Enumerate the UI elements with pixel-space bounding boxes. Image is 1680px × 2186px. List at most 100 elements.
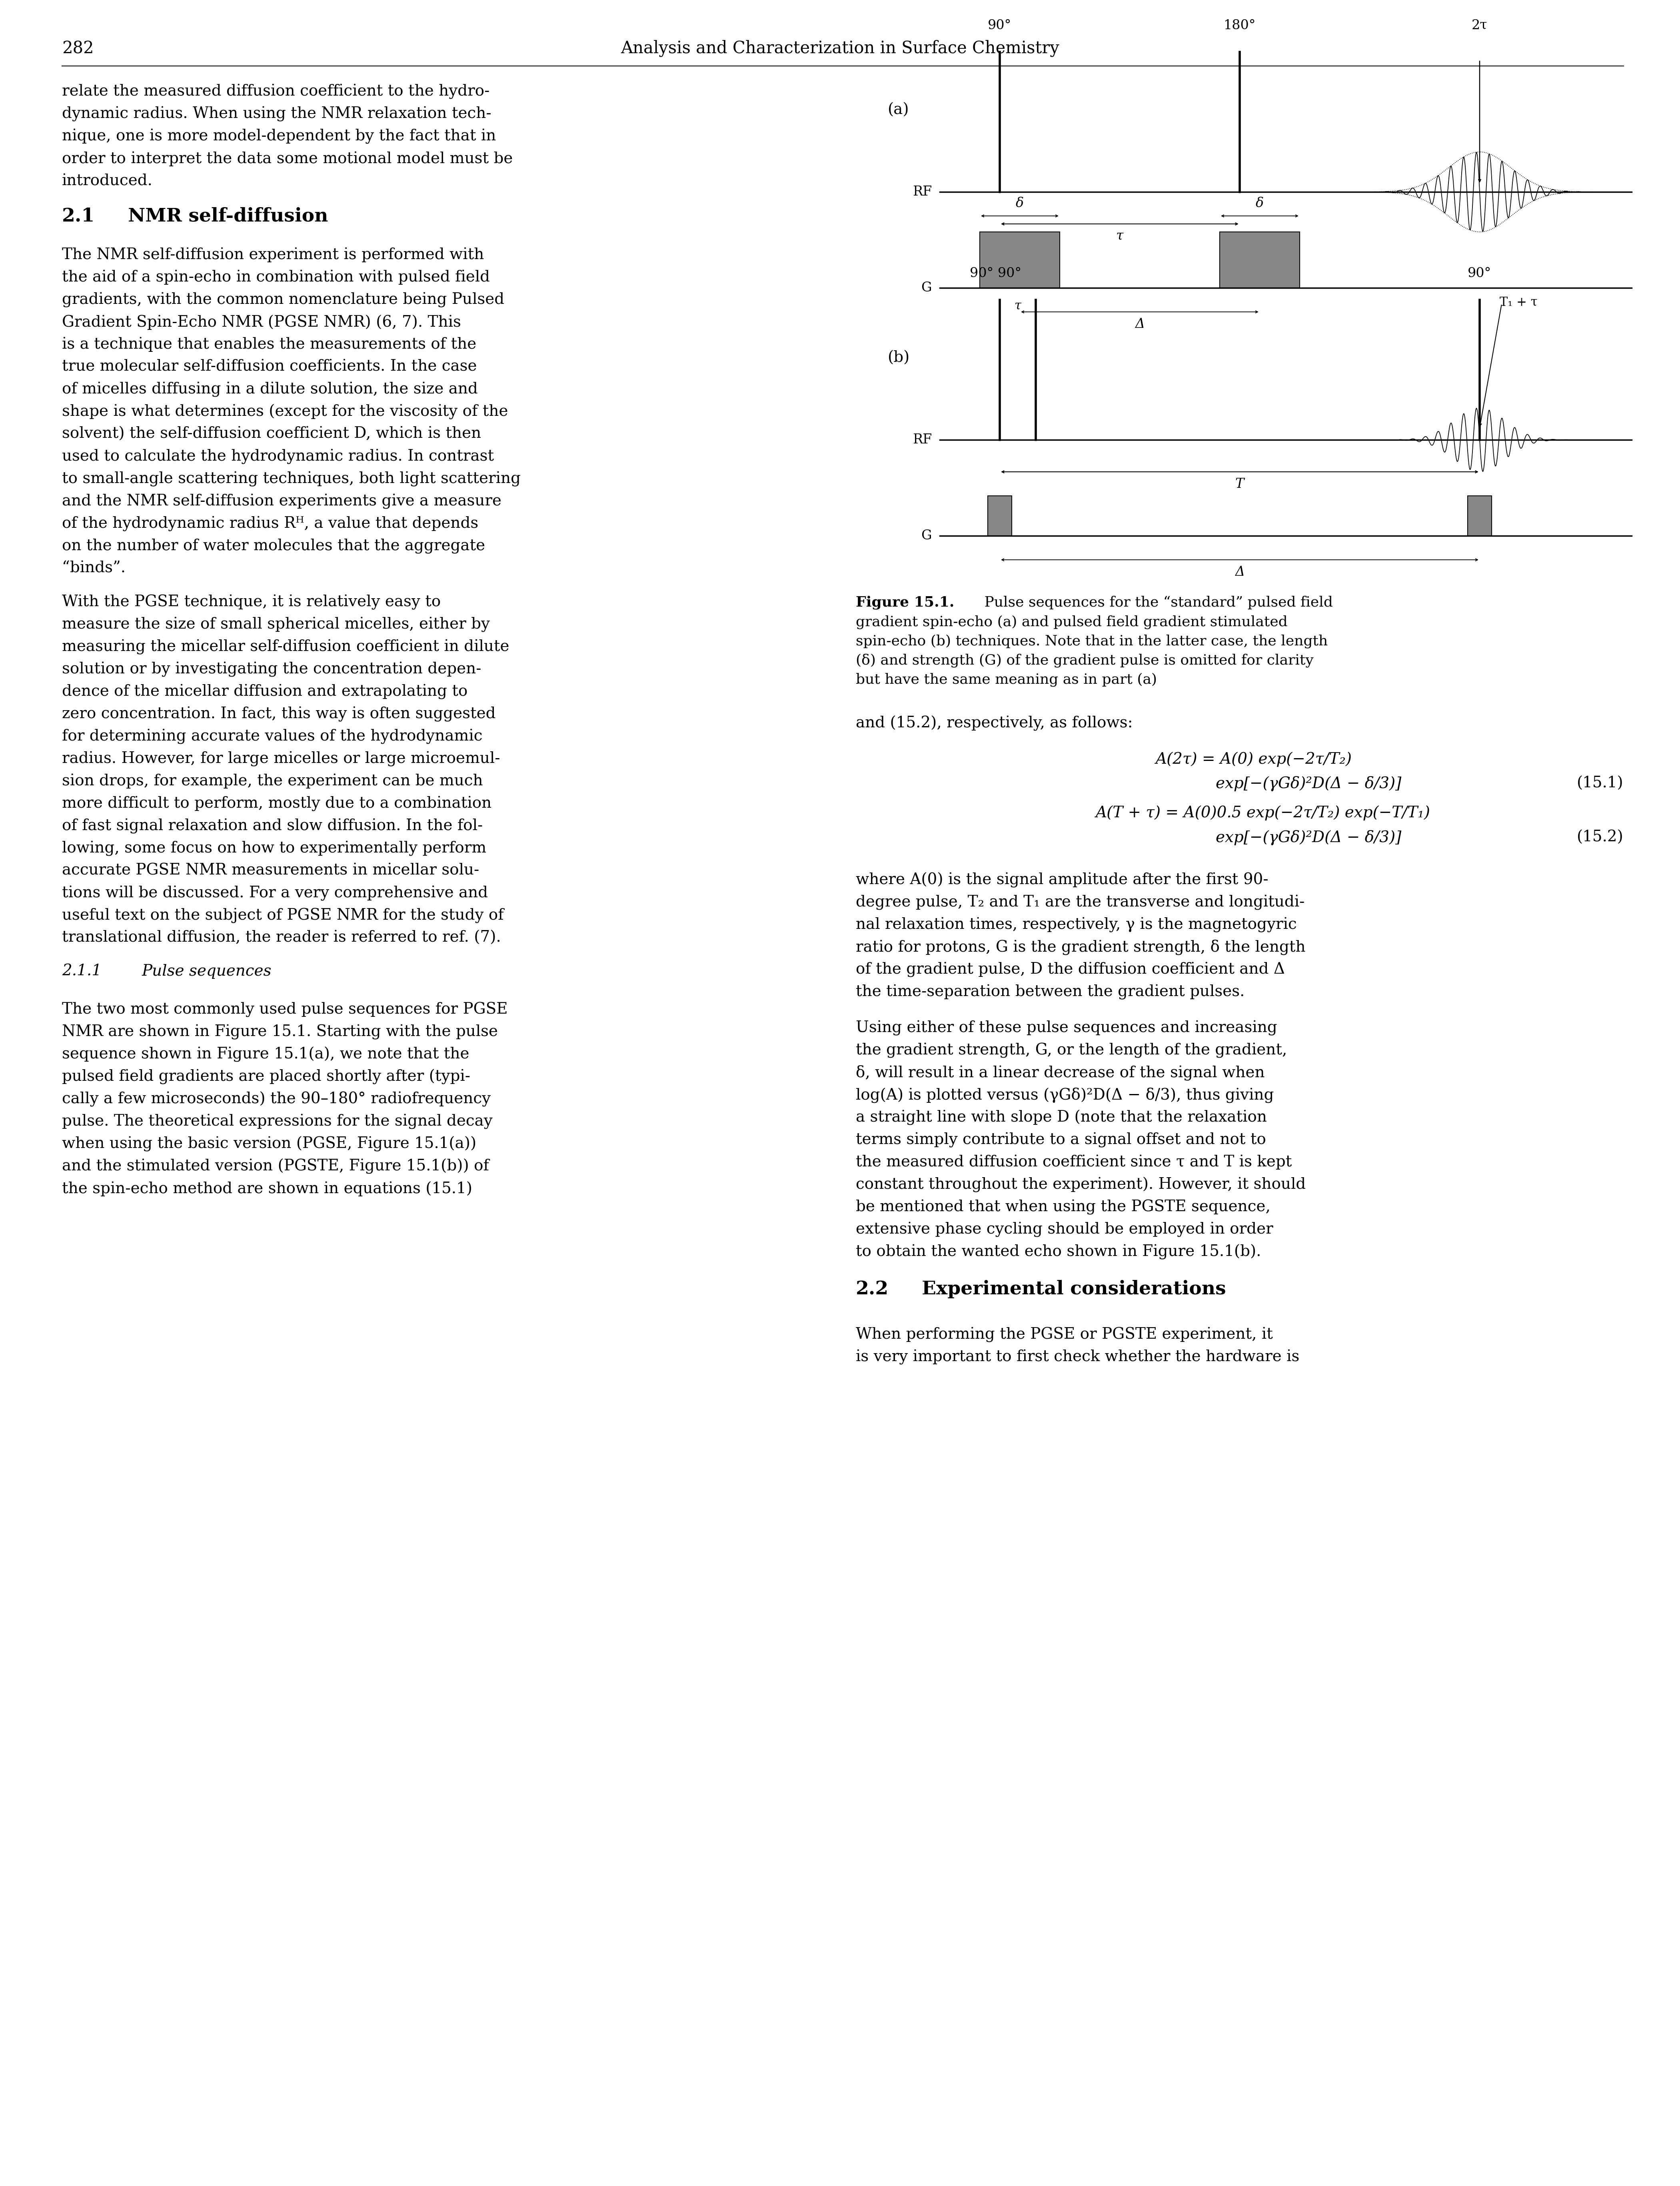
Text: τ: τ [1116,230,1124,243]
Text: solvent) the self-diffusion coefficient D, which is then: solvent) the self-diffusion coefficient … [62,426,480,442]
Text: δ, will result in a linear decrease of the signal when: δ, will result in a linear decrease of t… [855,1065,1265,1080]
Text: nal relaxation times, respectively, γ is the magnetogyric: nal relaxation times, respectively, γ is… [855,918,1297,933]
Text: 2.1: 2.1 [62,208,96,225]
Text: of micelles diffusing in a dilute solution, the size and: of micelles diffusing in a dilute soluti… [62,383,477,398]
Text: accurate PGSE NMR measurements in micellar solu-: accurate PGSE NMR measurements in micell… [62,863,479,879]
Text: 90° 90°: 90° 90° [969,267,1021,280]
Text: pulsed field gradients are placed shortly after (typi-: pulsed field gradients are placed shortl… [62,1069,470,1084]
Text: The two most commonly used pulse sequences for PGSE: The two most commonly used pulse sequenc… [62,1001,507,1016]
Text: is a technique that enables the measurements of the: is a technique that enables the measurem… [62,337,477,352]
Text: extensive phase cycling should be employed in order: extensive phase cycling should be employ… [855,1222,1273,1237]
Text: order to interpret the data some motional model must be: order to interpret the data some motiona… [62,151,512,166]
Text: (a): (a) [887,103,909,118]
Text: δ: δ [1016,197,1023,210]
Text: Using either of these pulse sequences and increasing: Using either of these pulse sequences an… [855,1021,1277,1036]
Text: terms simply contribute to a signal offset and not to: terms simply contribute to a signal offs… [855,1132,1267,1148]
Text: G: G [921,529,932,542]
Text: cally a few microseconds) the 90–180° radiofrequency: cally a few microseconds) the 90–180° ra… [62,1091,491,1106]
Text: Δ: Δ [1235,566,1245,579]
Text: log(A) is plotted versus (γGδ)²D(Δ − δ/3), thus giving: log(A) is plotted versus (γGδ)²D(Δ − δ/3… [855,1086,1273,1102]
Text: spin-echo (b) techniques. Note that in the latter case, the length: spin-echo (b) techniques. Note that in t… [855,634,1327,647]
Text: more difficult to perform, mostly due to a combination: more difficult to perform, mostly due to… [62,796,492,811]
Bar [988,496,1011,536]
Text: of the hydrodynamic radius Rᴴ, a value that depends: of the hydrodynamic radius Rᴴ, a value t… [62,516,479,531]
Text: dence of the micellar diffusion and extrapolating to: dence of the micellar diffusion and extr… [62,684,467,700]
Text: When performing the PGSE or PGSTE experiment, it: When performing the PGSE or PGSTE experi… [855,1327,1273,1342]
Text: measure the size of small spherical micelles, either by: measure the size of small spherical mice… [62,616,491,632]
Text: 180°: 180° [1223,20,1257,33]
Text: of fast signal relaxation and slow diffusion. In the fol-: of fast signal relaxation and slow diffu… [62,818,482,833]
Text: A(T + τ) = A(0)0.5 exp(−2τ/T₂) exp(−T/T₁): A(T + τ) = A(0)0.5 exp(−2τ/T₂) exp(−T/T₁… [1095,804,1430,820]
Text: “binds”.: “binds”. [62,562,126,575]
Text: lowing, some focus on how to experimentally perform: lowing, some focus on how to experimenta… [62,842,487,857]
Text: (b): (b) [887,350,911,365]
Text: (δ) and strength (G) of the gradient pulse is omitted for clarity: (δ) and strength (G) of the gradient pul… [855,654,1314,667]
Text: the gradient strength, G, or the length of the gradient,: the gradient strength, G, or the length … [855,1043,1287,1058]
Text: 2.2: 2.2 [855,1281,889,1298]
Text: 2τ: 2τ [1472,20,1487,33]
Text: T: T [1235,479,1245,490]
Bar [1220,232,1300,289]
Text: (15.1): (15.1) [1578,776,1623,791]
Text: zero concentration. In fact, this way is often suggested: zero concentration. In fact, this way is… [62,706,496,721]
Text: NMR are shown in Figure 15.1. Starting with the pulse: NMR are shown in Figure 15.1. Starting w… [62,1025,497,1041]
Text: A(2τ) = A(0) exp(−2τ/T₂): A(2τ) = A(0) exp(−2τ/T₂) [1156,752,1352,767]
Text: NMR self-diffusion: NMR self-diffusion [128,208,328,225]
Text: Experimental considerations: Experimental considerations [922,1281,1226,1298]
Text: on the number of water molecules that the aggregate: on the number of water molecules that th… [62,538,486,553]
Text: nique, one is more model-dependent by the fact that in: nique, one is more model-dependent by th… [62,129,496,144]
Text: measuring the micellar self-diffusion coefficient in dilute: measuring the micellar self-diffusion co… [62,638,509,654]
Text: G: G [921,282,932,295]
Text: sion drops, for example, the experiment can be much: sion drops, for example, the experiment … [62,774,482,789]
Text: radius. However, for large micelles or large microemul-: radius. However, for large micelles or l… [62,752,501,767]
Text: solution or by investigating the concentration depen-: solution or by investigating the concent… [62,662,480,678]
Text: where A(0) is the signal amplitude after the first 90-: where A(0) is the signal amplitude after… [855,872,1268,888]
Text: constant throughout the experiment). However, it should: constant throughout the experiment). How… [855,1176,1305,1191]
Text: The NMR self-diffusion experiment is performed with: The NMR self-diffusion experiment is per… [62,247,484,262]
Text: gradient spin-echo (a) and pulsed field gradient stimulated: gradient spin-echo (a) and pulsed field … [855,614,1287,630]
Text: to obtain the wanted echo shown in Figure 15.1(b).: to obtain the wanted echo shown in Figur… [855,1244,1262,1259]
Text: introduced.: introduced. [62,173,153,188]
Text: shape is what determines (except for the viscosity of the: shape is what determines (except for the… [62,404,507,420]
Text: is very important to first check whether the hardware is: is very important to first check whether… [855,1349,1299,1364]
Text: the spin-echo method are shown in equations (15.1): the spin-echo method are shown in equati… [62,1180,472,1196]
Text: but have the same meaning as in part (a): but have the same meaning as in part (a) [855,673,1158,686]
Text: be mentioned that when using the PGSTE sequence,: be mentioned that when using the PGSTE s… [855,1200,1270,1215]
Text: Figure 15.1.: Figure 15.1. [855,597,954,610]
Text: Pulse sequences for the “standard” pulsed field: Pulse sequences for the “standard” pulse… [979,597,1332,610]
Text: Gradient Spin-Echo NMR (PGSE NMR) (6, 7). This: Gradient Spin-Echo NMR (PGSE NMR) (6, 7)… [62,315,460,330]
Text: exp[−(γGδ)²D(Δ − δ/3)]: exp[−(γGδ)²D(Δ − δ/3)] [1216,831,1401,846]
Text: the aid of a spin-echo in combination with pulsed field: the aid of a spin-echo in combination wi… [62,269,491,284]
Text: relate the measured diffusion coefficient to the hydro-: relate the measured diffusion coefficien… [62,83,489,98]
Text: gradients, with the common nomenclature being Pulsed: gradients, with the common nomenclature … [62,293,504,308]
Text: the measured diffusion coefficient since τ and T is kept: the measured diffusion coefficient since… [855,1154,1292,1170]
Text: Δ: Δ [1136,317,1144,330]
Text: and the stimulated version (PGSTE, Figure 15.1(b)) of: and the stimulated version (PGSTE, Figur… [62,1159,489,1174]
Text: 282: 282 [62,39,94,57]
Text: (15.2): (15.2) [1578,831,1623,844]
Text: a straight line with slope D (note that the relaxation: a straight line with slope D (note that … [855,1110,1267,1126]
Bar [979,232,1060,289]
Bar [1468,496,1492,536]
Text: Analysis and Characterization in Surface Chemistry: Analysis and Characterization in Surface… [620,39,1060,57]
Text: With the PGSE technique, it is relatively easy to: With the PGSE technique, it is relativel… [62,595,440,610]
Text: 90°: 90° [988,20,1011,33]
Text: T₁ + τ: T₁ + τ [1500,295,1537,308]
Text: degree pulse, T₂ and T₁ are the transverse and longitudi-: degree pulse, T₂ and T₁ are the transver… [855,894,1305,909]
Text: 90°: 90° [1468,267,1492,280]
Text: exp[−(γGδ)²D(Δ − δ/3)]: exp[−(γGδ)²D(Δ − δ/3)] [1216,776,1401,791]
Text: δ: δ [1255,197,1263,210]
Text: sequence shown in Figure 15.1(a), we note that the: sequence shown in Figure 15.1(a), we not… [62,1047,469,1062]
Text: RF: RF [912,433,932,446]
Text: of the gradient pulse, D the diffusion coefficient and Δ: of the gradient pulse, D the diffusion c… [855,962,1285,977]
Text: tions will be discussed. For a very comprehensive and: tions will be discussed. For a very comp… [62,885,487,901]
Text: RF: RF [912,186,932,199]
Text: and the NMR self-diffusion experiments give a measure: and the NMR self-diffusion experiments g… [62,494,502,509]
Text: pulse. The theoretical expressions for the signal decay: pulse. The theoretical expressions for t… [62,1115,492,1130]
Text: used to calculate the hydrodynamic radius. In contrast: used to calculate the hydrodynamic radiu… [62,448,494,463]
Text: useful text on the subject of PGSE NMR for the study of: useful text on the subject of PGSE NMR f… [62,907,504,922]
Text: for determining accurate values of the hydrodynamic: for determining accurate values of the h… [62,728,482,743]
Text: translational diffusion, the reader is referred to ref. (7).: translational diffusion, the reader is r… [62,931,501,944]
Text: 2.1.1: 2.1.1 [62,964,101,979]
Text: dynamic radius. When using the NMR relaxation tech-: dynamic radius. When using the NMR relax… [62,107,491,122]
